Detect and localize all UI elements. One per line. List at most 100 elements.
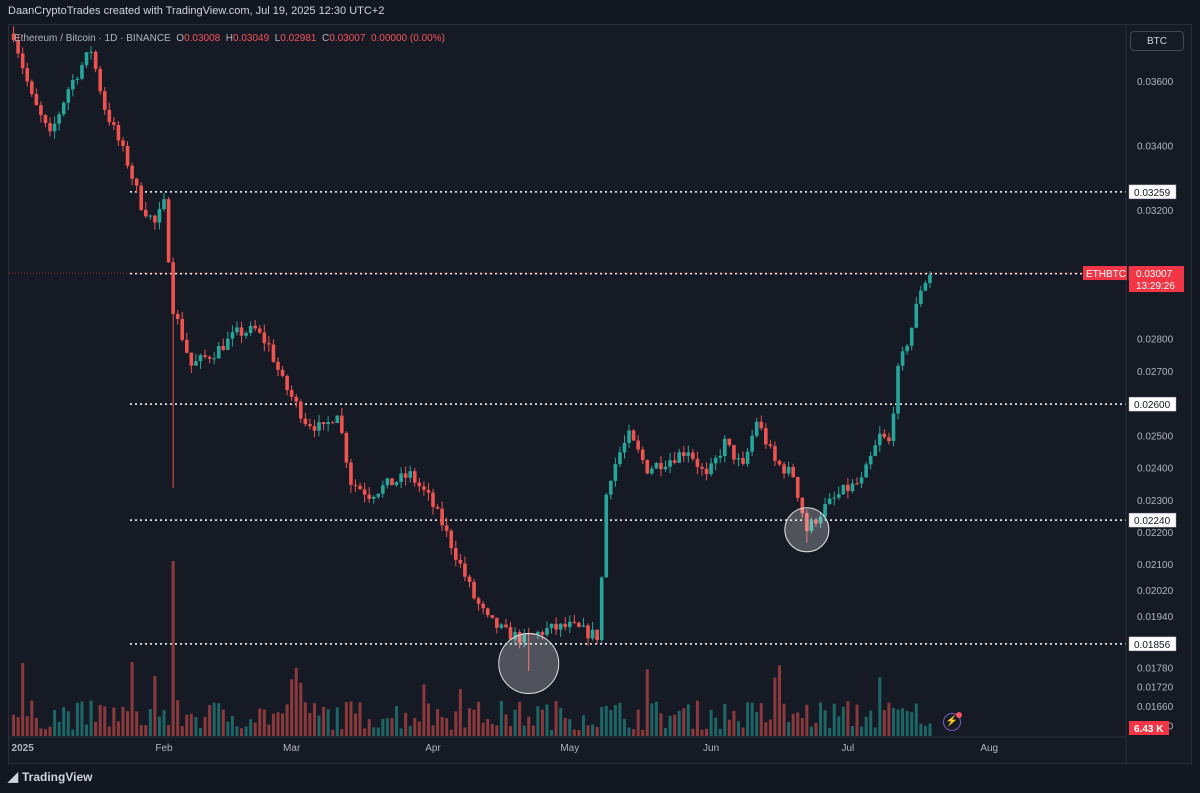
candle-body bbox=[727, 438, 732, 446]
candle-body bbox=[162, 199, 166, 210]
candle-body bbox=[157, 209, 162, 223]
last-price-label: 0.03007 bbox=[1136, 269, 1173, 280]
volume-bar bbox=[226, 721, 230, 736]
volume-bar bbox=[828, 727, 832, 736]
candle-body bbox=[909, 327, 914, 346]
volume-bar bbox=[796, 712, 800, 736]
volume-bar bbox=[112, 707, 116, 736]
volume-bar bbox=[208, 705, 212, 736]
volume-bar bbox=[572, 729, 576, 736]
volume-bar bbox=[217, 703, 221, 736]
volume-bar bbox=[595, 726, 599, 736]
volume-bar bbox=[326, 709, 330, 736]
volume-bar bbox=[372, 727, 376, 736]
candle-body bbox=[713, 457, 718, 464]
price-tick-label: 0.02800 bbox=[1137, 335, 1174, 346]
candle-body bbox=[71, 79, 75, 90]
volume-bar bbox=[600, 706, 604, 736]
time-tick-label: Feb bbox=[155, 743, 173, 754]
candle-body bbox=[786, 466, 791, 474]
candle-body bbox=[640, 449, 645, 460]
tradingview-logo[interactable]: ◢ TradingView bbox=[8, 769, 92, 785]
volume-bar bbox=[299, 682, 303, 736]
volume-bar bbox=[581, 715, 585, 736]
volume-bar bbox=[258, 708, 262, 736]
price-tick-label: 0.02100 bbox=[1137, 560, 1174, 571]
volume-bar bbox=[841, 706, 845, 736]
candle-body bbox=[98, 68, 102, 92]
candle-body bbox=[198, 355, 203, 362]
volume-bar bbox=[367, 719, 371, 736]
volume-bar bbox=[167, 724, 171, 736]
volume-bar bbox=[25, 716, 29, 736]
candle-body bbox=[358, 485, 362, 490]
candle-body bbox=[335, 415, 340, 424]
volume-bar bbox=[294, 667, 298, 736]
volume-bar bbox=[240, 728, 244, 736]
volume-bar bbox=[34, 717, 38, 736]
candle-body bbox=[349, 462, 353, 485]
volume-bar bbox=[837, 716, 841, 736]
candle-body bbox=[276, 361, 280, 370]
candle-body bbox=[754, 421, 759, 436]
candle-body bbox=[408, 471, 413, 478]
volume-bar bbox=[527, 716, 531, 736]
candle-body bbox=[166, 199, 171, 263]
volume-bar bbox=[408, 725, 412, 736]
volume-bar bbox=[568, 719, 572, 736]
volume-bar bbox=[331, 729, 335, 736]
top-caption-bar: DaanCryptoTrades created with TradingVie… bbox=[0, 0, 1200, 24]
candle-body bbox=[454, 548, 458, 560]
candle-body bbox=[878, 433, 882, 446]
volume-bar bbox=[636, 709, 640, 736]
candle-body bbox=[868, 455, 873, 465]
volume-bar bbox=[627, 727, 631, 736]
high-value: 0.03049 bbox=[233, 33, 270, 44]
candle-body bbox=[422, 486, 426, 490]
candle-body bbox=[905, 345, 909, 352]
candle-body bbox=[499, 624, 504, 628]
candle-body bbox=[20, 53, 25, 69]
volume-bar bbox=[153, 676, 157, 736]
volume-bar bbox=[800, 718, 804, 736]
volume-bar bbox=[431, 725, 435, 736]
level-price-label: 0.02240 bbox=[1134, 516, 1171, 527]
volume-bar bbox=[385, 718, 389, 736]
volume-bar bbox=[335, 707, 339, 736]
volume-bar bbox=[75, 702, 79, 736]
volume-bar bbox=[700, 729, 704, 736]
candle-body bbox=[768, 444, 773, 447]
candle-body bbox=[340, 415, 344, 433]
volume-bar bbox=[94, 721, 98, 736]
candle-body bbox=[718, 456, 723, 458]
candle-body bbox=[34, 94, 39, 106]
volume-bar bbox=[39, 728, 43, 736]
currency-button[interactable]: BTC bbox=[1130, 31, 1184, 51]
volume-bar bbox=[463, 727, 467, 736]
flash-icon[interactable]: ⚡ bbox=[943, 712, 962, 731]
candle-body bbox=[481, 603, 485, 609]
price-tick-label: 0.02500 bbox=[1137, 431, 1174, 442]
level-price-tag bbox=[1128, 636, 1177, 652]
candle-body bbox=[376, 493, 381, 497]
level-price-tag bbox=[1128, 396, 1177, 412]
volume-bar bbox=[281, 713, 285, 736]
volume-bar bbox=[62, 707, 66, 736]
candle-body bbox=[449, 530, 454, 549]
price-tick-label: 0.01660 bbox=[1137, 702, 1174, 713]
candle-body bbox=[659, 462, 663, 470]
volume-bar bbox=[349, 701, 353, 736]
candle-body bbox=[586, 625, 590, 639]
volume-bar bbox=[89, 700, 93, 736]
candle-body bbox=[604, 494, 609, 578]
chart-pane[interactable] bbox=[8, 24, 1192, 764]
candle-body bbox=[536, 632, 540, 635]
volume-bar bbox=[910, 712, 914, 736]
volume-bar bbox=[249, 719, 253, 736]
volume-bar bbox=[486, 719, 490, 736]
candle-body bbox=[495, 617, 499, 628]
candle-body bbox=[809, 519, 814, 532]
volume-bar bbox=[71, 729, 75, 736]
volume-bar bbox=[244, 726, 248, 736]
